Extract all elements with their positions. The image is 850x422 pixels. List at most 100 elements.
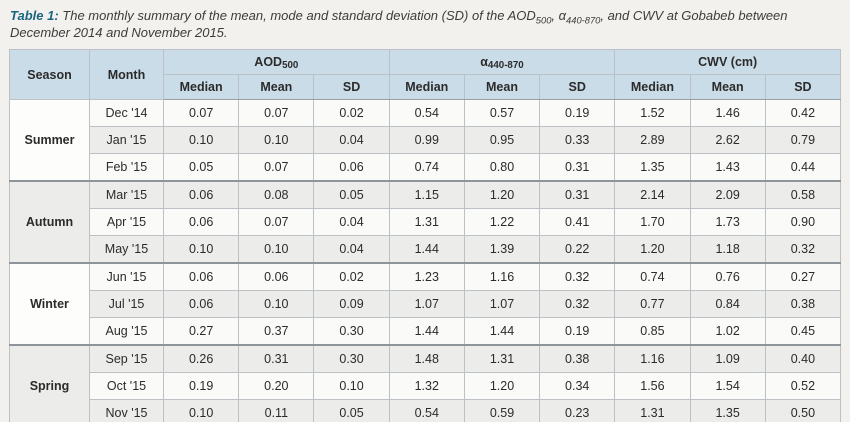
value-cell: 0.06 [238, 262, 315, 292]
value-cell: 0.31 [238, 344, 315, 374]
value-cell: 1.39 [463, 235, 541, 264]
value-cell: 0.79 [764, 126, 842, 155]
value-cell: 1.22 [463, 208, 541, 237]
month-cell: Jun '15 [89, 262, 164, 292]
group-label: α [480, 55, 488, 70]
value-cell: 1.31 [463, 344, 541, 374]
group-subscript: 440-870 [487, 60, 524, 72]
value-cell: 1.52 [614, 99, 691, 128]
value-cell: 0.32 [764, 235, 842, 264]
value-cell: 0.41 [539, 208, 616, 237]
month-cell: Jan '15 [89, 126, 164, 155]
value-cell: 0.10 [162, 126, 240, 155]
value-cell: 0.07 [238, 99, 315, 128]
table-row: Jul '15 0.06 0.10 0.09 1.07 1.07 0.32 0.77 0.84 0… [10, 290, 842, 319]
value-cell: 2.14 [614, 180, 691, 210]
value-cell: 0.06 [162, 290, 240, 319]
value-cell: 1.56 [614, 372, 691, 401]
group-header-cwv: CWV (cm) [614, 49, 841, 76]
value-cell: 2.62 [689, 126, 766, 155]
table-header: Season Month AOD500 α440-870 CWV (cm) Me… [9, 49, 842, 101]
value-cell: 0.10 [238, 126, 315, 155]
value-cell: 0.31 [539, 153, 616, 182]
value-cell: 0.90 [764, 208, 842, 237]
value-cell: 0.57 [463, 99, 541, 128]
value-cell: 1.54 [689, 372, 766, 401]
value-cell: 1.35 [614, 153, 691, 182]
table-body: Summer Dec '14 0.07 0.07 0.02 0.54 0.57 0.19 1.5… [9, 99, 842, 422]
value-cell: 0.23 [539, 399, 616, 422]
value-cell: 0.34 [539, 372, 616, 401]
value-cell: 0.37 [238, 317, 315, 346]
value-cell: 1.31 [388, 208, 465, 237]
value-cell: 1.32 [388, 372, 465, 401]
value-cell: 0.30 [313, 317, 390, 346]
value-cell: 0.74 [614, 262, 691, 292]
value-cell: 0.99 [388, 126, 465, 155]
value-cell: 1.15 [388, 180, 465, 210]
caption-label: Table 1: [10, 8, 59, 23]
value-cell: 0.80 [463, 153, 541, 182]
table-row: Winter Jun '15 0.06 0.06 0.02 1.23 1.16 0.32 0.7… [9, 262, 842, 346]
value-cell: 1.23 [388, 262, 465, 292]
summary-table: Season Month AOD500 α440-870 CWV (cm) Me… [9, 49, 842, 422]
value-cell: 0.19 [539, 99, 616, 128]
stat-header-mean: Mean [238, 74, 315, 101]
value-cell: 0.11 [238, 399, 315, 422]
table-row: Autumn Mar '15 0.06 0.08 0.05 1.15 1.20 0.31 2.1… [9, 180, 842, 264]
stat-header-median: Median [388, 74, 465, 101]
value-cell: 1.44 [388, 317, 465, 346]
value-cell: 0.27 [764, 262, 842, 292]
group-label: CWV (cm) [698, 55, 758, 70]
value-cell: 0.06 [162, 180, 240, 210]
season-label: Summer [9, 99, 90, 182]
value-cell: 0.76 [689, 262, 766, 292]
season-label: Autumn [9, 180, 90, 264]
caption-text-3: , and CWV at Gobabeb between December 20… [10, 8, 788, 41]
value-cell: 1.20 [463, 180, 541, 210]
value-cell: 1.18 [689, 235, 766, 264]
value-cell: 1.07 [463, 290, 541, 319]
value-cell: 2.89 [614, 126, 691, 155]
table-row: Apr '15 0.06 0.07 0.04 1.31 1.22 0.41 1.70 1.73 0… [10, 208, 842, 237]
value-cell: 0.58 [764, 180, 842, 210]
stat-header-sd: SD [539, 74, 616, 101]
value-cell: 0.74 [388, 153, 465, 182]
value-cell: 0.06 [313, 153, 390, 182]
month-cell: May '15 [89, 235, 164, 264]
value-cell: 0.85 [614, 317, 691, 346]
value-cell: 1.02 [689, 317, 766, 346]
month-cell: Nov '15 [89, 399, 164, 422]
table-row: May '15 0.10 0.10 0.04 1.44 1.39 0.22 1.20 1.18 0… [10, 235, 842, 264]
value-cell: 0.54 [388, 399, 465, 422]
value-cell: 1.70 [614, 208, 691, 237]
value-cell: 1.07 [388, 290, 465, 319]
value-cell: 0.04 [313, 235, 390, 264]
value-cell: 0.02 [313, 262, 390, 292]
table-row: Aug '15 0.27 0.37 0.30 1.44 1.44 0.19 0.85 1.02 0… [10, 317, 842, 346]
stat-header-median: Median [162, 74, 240, 101]
stat-header-sd: SD [313, 74, 390, 101]
group-subscript: 500 [282, 60, 299, 72]
value-cell: 0.19 [162, 372, 240, 401]
table-row: Spring Sep '15 0.26 0.31 0.30 1.48 1.31 0.38 1.1… [9, 344, 842, 422]
value-cell: 0.07 [238, 208, 315, 237]
value-cell: 0.05 [162, 153, 240, 182]
value-cell: 2.09 [689, 180, 766, 210]
value-cell: 0.38 [764, 290, 842, 319]
header-month: Month [89, 49, 164, 101]
value-cell: 1.44 [388, 235, 465, 264]
group-label: AOD [254, 55, 283, 70]
value-cell: 0.10 [162, 399, 240, 422]
value-cell: 0.04 [313, 126, 390, 155]
table-row: Summer Dec '14 0.07 0.07 0.02 0.54 0.57 0.19 1.5… [9, 99, 842, 182]
stat-header-sd: SD [764, 74, 842, 101]
season-label: Spring [9, 344, 90, 422]
value-cell: 0.10 [238, 290, 315, 319]
value-cell: 0.44 [764, 153, 842, 182]
value-cell: 0.52 [764, 372, 842, 401]
value-cell: 0.10 [162, 235, 240, 264]
group-header-row: Season Month AOD500 α440-870 CWV (cm) [9, 49, 841, 101]
month-cell: Sep '15 [89, 344, 164, 374]
value-cell: 0.05 [313, 180, 390, 210]
